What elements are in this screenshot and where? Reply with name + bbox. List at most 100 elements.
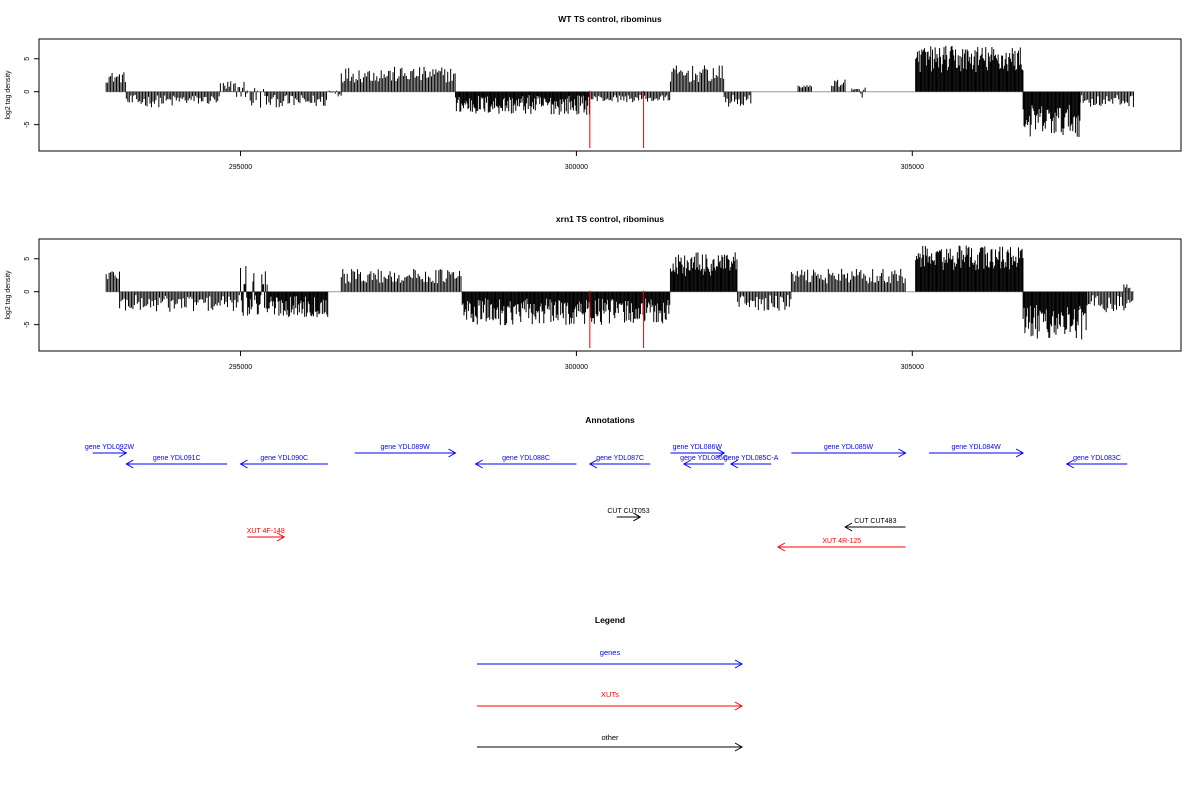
wt-plot-frame bbox=[38, 38, 1182, 152]
xrn1-segment-6 bbox=[669, 252, 738, 292]
xrn1-segment-9 bbox=[915, 245, 1024, 292]
annotation-label: gene YDL092W bbox=[85, 444, 135, 451]
xrn1-x-tick-label: 305000 bbox=[901, 364, 924, 371]
annotation-other-13: CUT CUT483 bbox=[844, 518, 906, 532]
annotation-gene-3: gene YDL089W bbox=[354, 444, 457, 458]
xrn1-segment-10 bbox=[1022, 291, 1087, 340]
legend-label-xuts: XUTs bbox=[601, 690, 619, 699]
annotation-label: CUT CUT053 bbox=[607, 508, 649, 515]
annotation-label: gene YDL086C bbox=[680, 455, 728, 462]
annotation-xut-14: XUT 4F-148 bbox=[247, 528, 286, 542]
annotation-arrowhead bbox=[474, 459, 483, 469]
legend-label-genes: genes bbox=[600, 648, 621, 657]
xrn1-bars bbox=[105, 245, 1134, 348]
wt-bars bbox=[105, 45, 1134, 148]
wt-segment-5 bbox=[266, 91, 328, 108]
wt-panel: WT TS control, ribominus log2 tag densit… bbox=[5, 14, 1182, 171]
wt-panel-title: WT TS control, ribominus bbox=[558, 14, 662, 24]
wt-segment-1 bbox=[125, 91, 173, 108]
annotation-arrowhead bbox=[632, 512, 642, 522]
wt-segment-3 bbox=[219, 81, 248, 97]
wt-segment-0 bbox=[105, 72, 126, 92]
annotation-arrowhead bbox=[716, 448, 726, 458]
wt-segment-4 bbox=[246, 88, 267, 108]
legend-item-genes: genes bbox=[477, 648, 744, 669]
annotation-arrowhead bbox=[898, 448, 907, 458]
wt-segment-15 bbox=[915, 45, 1024, 92]
xrn1-segment-11 bbox=[1086, 291, 1134, 313]
legend-label-other: other bbox=[601, 733, 619, 742]
wt-segment-9 bbox=[589, 91, 671, 103]
wt-segment-14 bbox=[851, 87, 866, 98]
annotation-label: CUT CUT483 bbox=[854, 518, 896, 525]
wt-axes: 295000 300000 305000 -5 0 5 bbox=[24, 57, 924, 171]
wt-segment-17 bbox=[1079, 91, 1134, 108]
annotation-arrowhead bbox=[1015, 448, 1025, 458]
xrn1-panel: xrn1 TS control, ribominus log2 tag dens… bbox=[5, 214, 1182, 371]
xrn1-segment-2 bbox=[240, 265, 268, 316]
wt-segment-13 bbox=[831, 79, 846, 92]
wt-segment-6 bbox=[327, 90, 342, 97]
annotation-label: gene YDL090C bbox=[260, 455, 308, 462]
annotation-arrowhead bbox=[125, 459, 134, 469]
xrn1-panel-title: xrn1 TS control, ribominus bbox=[556, 214, 664, 224]
annotation-gene-7: gene YDL086C bbox=[680, 455, 728, 469]
annotation-label: gene YDL088C bbox=[502, 455, 550, 462]
annotation-gene-1: gene YDL091C bbox=[125, 455, 228, 469]
xrn1-segment-4 bbox=[340, 268, 462, 292]
wt-y-tick-label: 5 bbox=[24, 57, 31, 61]
wt-segment-7 bbox=[340, 66, 456, 92]
xrn1-y-tick-label: 5 bbox=[24, 257, 31, 261]
wt-x-tick-label: 305000 bbox=[901, 164, 924, 171]
annotation-arrowhead bbox=[448, 448, 457, 458]
wt-segment-12 bbox=[797, 85, 812, 92]
annotation-gene-4: gene YDL088C bbox=[474, 455, 577, 469]
annotation-arrowhead bbox=[239, 459, 248, 469]
annotation-label: XUT 4R-125 bbox=[822, 538, 861, 545]
annotation-label: gene YDL091C bbox=[153, 455, 201, 462]
annotation-label: gene YDL089W bbox=[380, 444, 430, 451]
annotation-gene-11: gene YDL083C bbox=[1065, 455, 1128, 469]
annotation-label: gene YDL083C bbox=[1073, 455, 1121, 462]
xrn1-y-axis-label: log2 tag density bbox=[5, 270, 12, 320]
legend-arrowhead-other bbox=[734, 742, 744, 752]
legend-arrowhead-xuts bbox=[734, 701, 744, 711]
xrn1-plot-frame bbox=[38, 238, 1182, 352]
xrn1-y-tick-label: 0 bbox=[24, 290, 31, 294]
annotation-label: gene YDL085C-A bbox=[724, 455, 779, 462]
annotation-arrowhead bbox=[119, 448, 128, 458]
xrn1-segment-7 bbox=[737, 291, 792, 311]
annotation-label: gene YDL085W bbox=[824, 444, 874, 451]
wt-y-axis-label: log2 tag density bbox=[5, 70, 12, 120]
annotation-arrowhead bbox=[588, 459, 598, 469]
xrn1-x-tick-label: 300000 bbox=[565, 364, 588, 371]
xrn1-segment-12 bbox=[1123, 284, 1131, 292]
wt-y-tick-label: 0 bbox=[24, 90, 31, 94]
legend-item-other: other bbox=[477, 733, 744, 752]
xrn1-segment-5 bbox=[461, 291, 671, 326]
wt-segment-11 bbox=[723, 91, 752, 107]
annotation-features: gene YDL092W gene YDL091C gene YDL090C gene… bbox=[85, 444, 1128, 552]
xrn1-segment-0 bbox=[105, 271, 120, 292]
wt-x-tick-label: 295000 bbox=[229, 164, 252, 171]
annotation-arrowhead bbox=[682, 459, 692, 469]
annotation-label: XUT 4F-148 bbox=[247, 528, 285, 535]
annotation-arrowhead bbox=[1065, 459, 1075, 469]
legend-title: Legend bbox=[595, 615, 625, 625]
wt-x-tick-label: 300000 bbox=[565, 164, 588, 171]
annotation-gene-2: gene YDL090C bbox=[239, 455, 328, 469]
annotation-arrowhead bbox=[729, 459, 739, 469]
annotation-label: gene YDL084W bbox=[951, 444, 1001, 451]
legend-arrowhead-genes bbox=[734, 659, 744, 669]
annotation-label: gene YDL087C bbox=[596, 455, 644, 462]
xrn1-segment-8 bbox=[790, 268, 906, 292]
xrn1-segment-1 bbox=[119, 291, 240, 312]
annotation-arrowhead bbox=[276, 532, 286, 542]
legend: Legend genes XUTs other bbox=[477, 615, 744, 752]
annotation-arrowhead bbox=[776, 542, 786, 552]
wt-y-tick-label: -5 bbox=[24, 121, 31, 127]
xrn1-segment-3 bbox=[266, 291, 329, 318]
annotation-label: gene YDL086W bbox=[673, 444, 723, 451]
